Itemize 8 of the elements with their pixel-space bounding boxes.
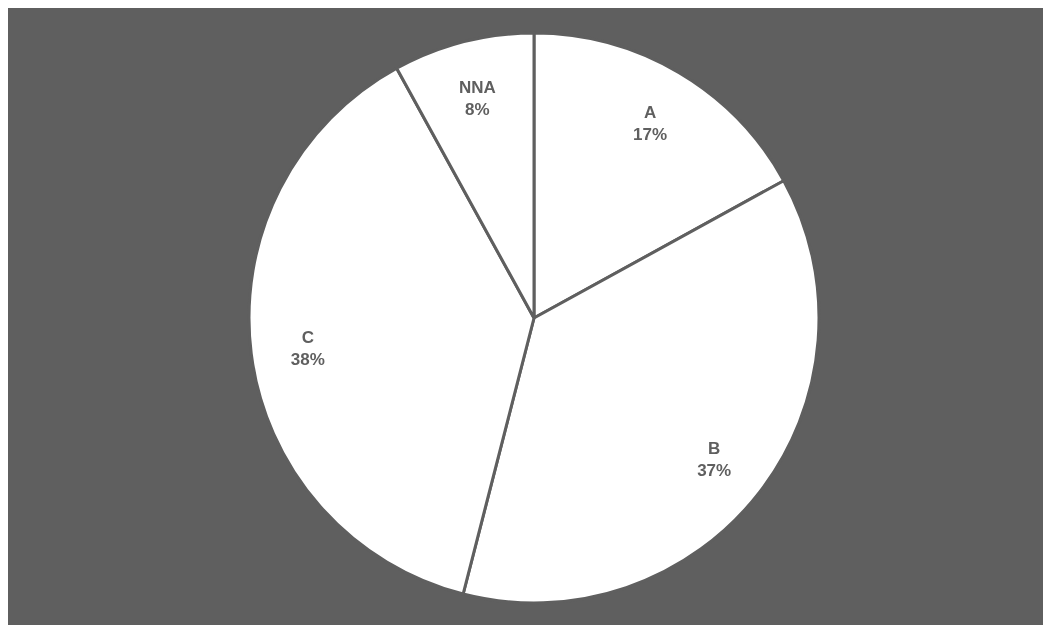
slice-label: C [301,327,314,347]
slice-label: A [643,102,657,122]
data-label: 37% [697,460,732,480]
data-label: 38% [290,349,325,369]
slice-label: B [708,438,721,458]
data-label: 17% [633,124,668,144]
data-label: 8% [465,100,490,120]
slice-label: NNA [458,78,496,98]
